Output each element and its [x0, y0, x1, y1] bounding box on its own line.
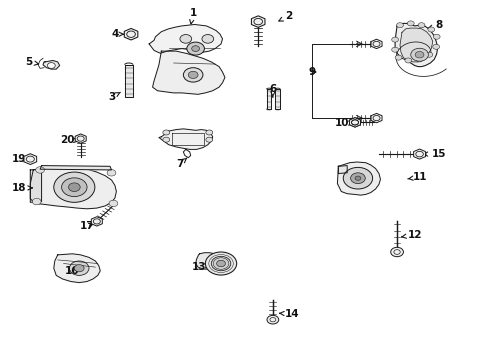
Text: 12: 12	[401, 230, 421, 240]
Circle shape	[191, 46, 199, 51]
Circle shape	[432, 44, 439, 49]
Circle shape	[163, 137, 169, 142]
Text: 9: 9	[308, 67, 315, 77]
Circle shape	[427, 27, 434, 32]
Circle shape	[183, 68, 203, 82]
Circle shape	[354, 176, 360, 180]
Text: 14: 14	[279, 309, 299, 319]
Text: 4: 4	[111, 29, 124, 39]
Polygon shape	[413, 149, 425, 159]
Text: 2: 2	[278, 11, 291, 21]
Text: 20: 20	[60, 135, 78, 145]
Circle shape	[163, 130, 169, 135]
Circle shape	[36, 167, 44, 173]
Text: 11: 11	[407, 172, 427, 182]
Circle shape	[404, 58, 411, 63]
Circle shape	[216, 260, 225, 267]
Circle shape	[107, 170, 116, 176]
Text: 10: 10	[334, 118, 352, 128]
Polygon shape	[338, 166, 346, 174]
Polygon shape	[370, 39, 381, 49]
Circle shape	[202, 35, 213, 43]
Circle shape	[396, 23, 403, 28]
Circle shape	[47, 63, 55, 68]
Polygon shape	[349, 118, 360, 127]
Text: 6: 6	[269, 84, 276, 97]
Text: 17: 17	[80, 221, 94, 231]
Circle shape	[205, 137, 212, 142]
Circle shape	[407, 21, 413, 26]
Circle shape	[350, 173, 365, 184]
Polygon shape	[124, 28, 138, 40]
Polygon shape	[124, 65, 133, 97]
Circle shape	[415, 57, 422, 62]
Circle shape	[211, 256, 230, 271]
Polygon shape	[394, 23, 437, 67]
Circle shape	[69, 261, 89, 275]
Polygon shape	[266, 89, 271, 109]
Polygon shape	[30, 169, 41, 202]
Text: 1: 1	[189, 8, 196, 24]
Circle shape	[343, 167, 372, 189]
Polygon shape	[195, 253, 222, 269]
Polygon shape	[91, 217, 102, 226]
Polygon shape	[159, 129, 212, 149]
Polygon shape	[152, 51, 224, 94]
Circle shape	[205, 252, 236, 275]
Text: 16: 16	[65, 266, 83, 276]
Polygon shape	[349, 118, 360, 127]
Circle shape	[266, 315, 278, 324]
Text: 13: 13	[192, 262, 209, 272]
Polygon shape	[149, 24, 222, 53]
Circle shape	[109, 200, 118, 207]
Polygon shape	[43, 60, 60, 69]
Circle shape	[205, 130, 212, 135]
Circle shape	[394, 55, 401, 60]
Text: 19: 19	[11, 154, 29, 164]
Circle shape	[180, 35, 191, 43]
Polygon shape	[54, 254, 100, 283]
Circle shape	[61, 178, 87, 197]
Polygon shape	[370, 113, 381, 123]
Text: 18: 18	[11, 183, 32, 193]
Circle shape	[74, 265, 84, 272]
Polygon shape	[75, 134, 86, 143]
Circle shape	[188, 71, 198, 78]
Circle shape	[425, 52, 432, 57]
Polygon shape	[275, 89, 280, 109]
Text: 7: 7	[176, 158, 186, 169]
Text: 8: 8	[427, 20, 442, 30]
Text: 5: 5	[25, 57, 39, 67]
Polygon shape	[251, 16, 264, 27]
Polygon shape	[30, 166, 116, 209]
Circle shape	[391, 47, 398, 52]
Circle shape	[390, 247, 403, 257]
Circle shape	[414, 51, 423, 58]
Circle shape	[68, 183, 80, 192]
Text: 15: 15	[423, 149, 446, 159]
Circle shape	[432, 34, 439, 39]
Polygon shape	[337, 162, 380, 195]
Circle shape	[32, 198, 41, 205]
Text: 3: 3	[108, 92, 120, 102]
Polygon shape	[399, 28, 432, 62]
Polygon shape	[24, 154, 37, 165]
Circle shape	[417, 23, 424, 28]
Circle shape	[391, 37, 398, 42]
Circle shape	[186, 42, 204, 55]
Polygon shape	[40, 166, 111, 170]
Circle shape	[410, 48, 427, 61]
Circle shape	[54, 172, 95, 202]
